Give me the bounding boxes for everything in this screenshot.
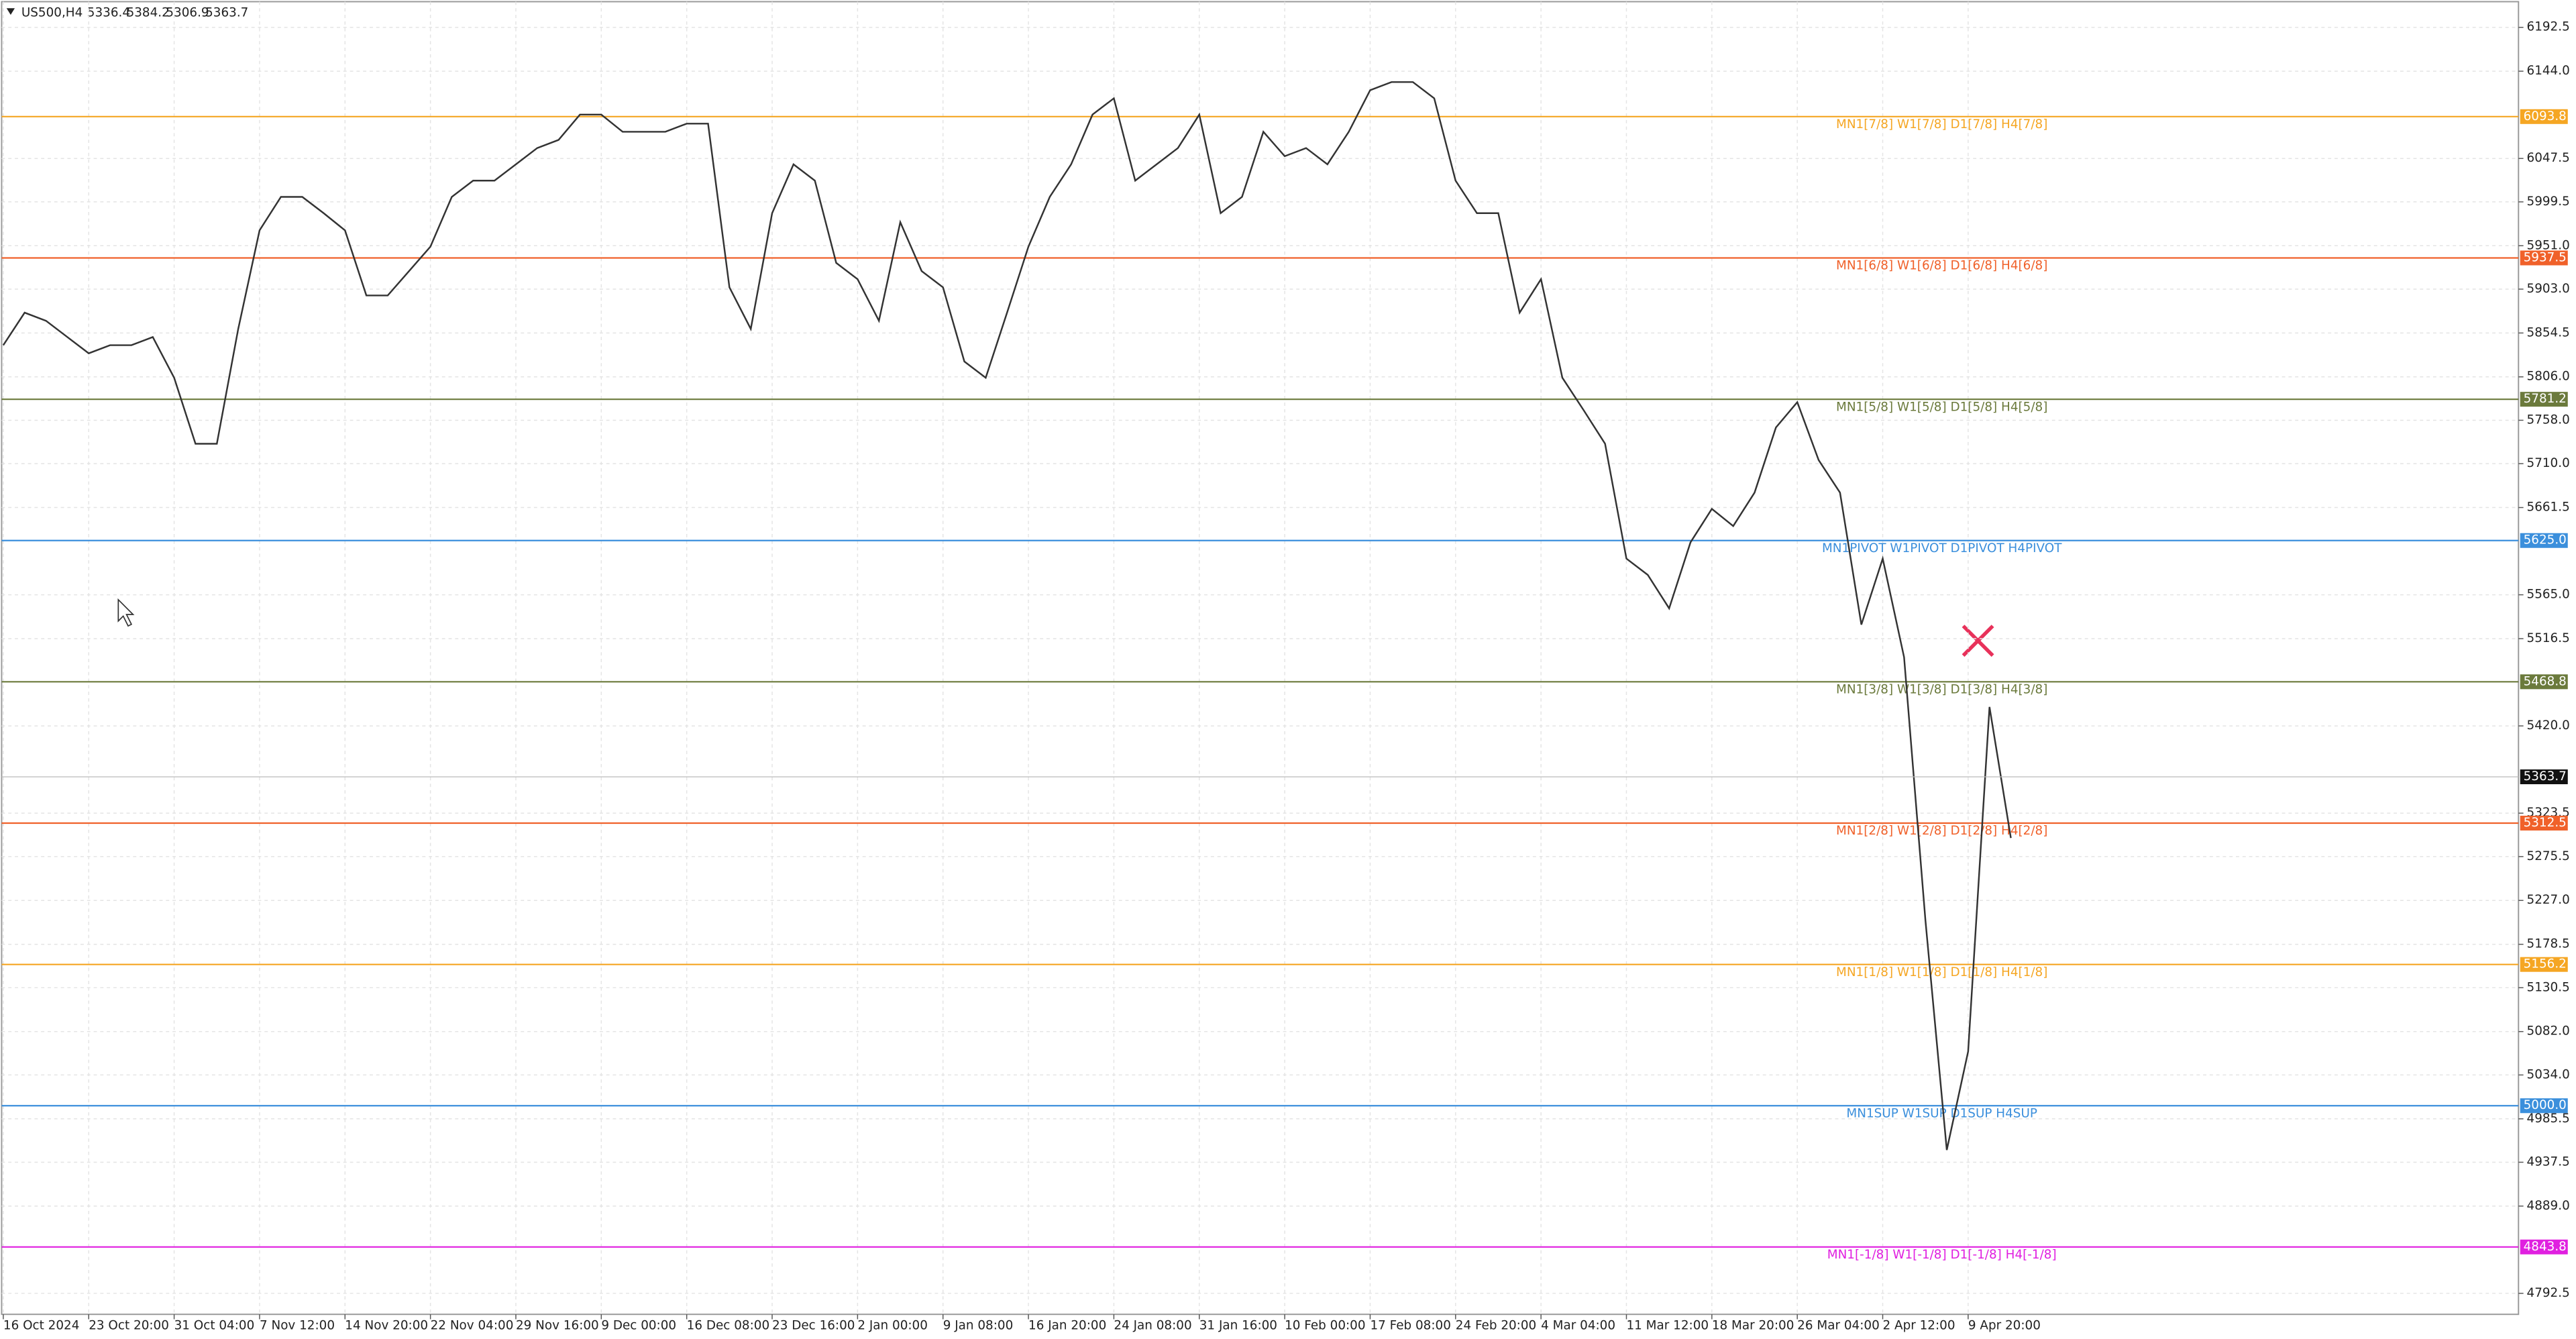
x-tick-label: 4 Mar 04:00 — [1541, 1318, 1615, 1332]
y-tick-label: 6047.5 — [2527, 151, 2570, 165]
y-tick-label: 5951.0 — [2527, 238, 2570, 252]
x-tick-label: 9 Jan 08:00 — [943, 1318, 1014, 1332]
current-price-tag — [2520, 769, 2568, 784]
level-name: MN1[2/8] W1[2/8] D1[2/8] H4[2/8] — [1836, 824, 2047, 838]
level-name: MN1[3/8] W1[3/8] D1[3/8] H4[3/8] — [1836, 683, 2047, 697]
x-tick-label: 16 Dec 08:00 — [687, 1318, 769, 1332]
x-tick-label: 2 Apr 12:00 — [1883, 1318, 1955, 1332]
ohlc-value: 5306.9 — [166, 6, 209, 20]
x-tick-label: 2 Jan 00:00 — [857, 1318, 928, 1332]
level-tag — [2520, 109, 2568, 124]
level-name: MN1[-1/8] W1[-1/8] D1[-1/8] H4[-1/8] — [1827, 1248, 2057, 1262]
y-tick-label: 5565.0 — [2527, 588, 2570, 602]
x-tick-label: 16 Jan 20:00 — [1028, 1318, 1106, 1332]
level-name: MN1SUP W1SUP D1SUP H4SUP — [1846, 1106, 2037, 1120]
y-tick-label: 4937.5 — [2527, 1155, 2570, 1169]
y-tick-label: 5275.5 — [2527, 849, 2570, 863]
y-tick-label: 4792.5 — [2527, 1286, 2570, 1300]
x-tick-label: 23 Dec 16:00 — [772, 1318, 855, 1332]
x-tick-label: 22 Nov 04:00 — [431, 1318, 514, 1332]
current-price: 5363.7 — [2524, 769, 2567, 784]
y-tick-label: 5130.5 — [2527, 980, 2570, 994]
plot-frame — [1, 1, 2520, 1316]
y-tick-label: 5806.0 — [2527, 370, 2570, 384]
ohlc-value: 5363.7 — [205, 6, 248, 20]
mouse-cursor — [117, 598, 135, 627]
y-tick-label: 5758.0 — [2527, 413, 2570, 427]
level-price: 5000.0 — [2524, 1098, 2567, 1112]
x-tick-label: 14 Nov 20:00 — [345, 1318, 428, 1332]
y-tick-label: 5178.5 — [2527, 937, 2570, 951]
x-tick-label: 31 Oct 04:00 — [174, 1318, 255, 1332]
price-line — [2, 81, 2012, 1150]
level-tag — [2520, 533, 2568, 548]
y-tick-label: 5903.0 — [2527, 282, 2570, 296]
y-tick-label: 5082.0 — [2527, 1024, 2570, 1038]
x-tick-label: 29 Nov 16:00 — [516, 1318, 599, 1332]
level-tag — [2520, 392, 2568, 407]
symbol: US500,H4 — [21, 6, 83, 20]
level-name: MN1[5/8] W1[5/8] D1[5/8] H4[5/8] — [1836, 400, 2047, 414]
level-price: 5468.8 — [2524, 674, 2567, 688]
y-tick-label: 5420.0 — [2527, 718, 2570, 733]
level-name: MN1[1/8] W1[1/8] D1[1/8] H4[1/8] — [1836, 965, 2047, 979]
x-tick-label: 16 Oct 2024 — [3, 1318, 80, 1332]
x-tick-label: 9 Apr 20:00 — [1968, 1318, 2041, 1332]
ohlc-value: 5336.4 — [87, 6, 130, 20]
x-tick-label: 10 Feb 00:00 — [1285, 1318, 1365, 1332]
menu-triangle[interactable] — [6, 8, 15, 15]
level-price: 5312.5 — [2524, 816, 2567, 830]
level-price: 5156.2 — [2524, 957, 2567, 971]
level-tag — [2520, 1239, 2568, 1254]
x-tick-label: 9 Dec 00:00 — [601, 1318, 676, 1332]
x-tick-label: 7 Nov 12:00 — [260, 1318, 335, 1332]
sell-marker — [1962, 625, 1994, 657]
ohlc-value: 5384.2 — [127, 6, 170, 20]
level-tag — [2520, 815, 2568, 831]
y-tick-label: 5034.0 — [2527, 1067, 2570, 1081]
y-tick-label: 5854.5 — [2527, 325, 2570, 339]
y-tick-label: 5227.0 — [2527, 893, 2570, 907]
y-tick-label: 5516.5 — [2527, 631, 2570, 645]
x-tick-label: 23 Oct 20:00 — [89, 1318, 169, 1332]
y-tick-label: 5661.5 — [2527, 500, 2570, 515]
level-price: 5937.5 — [2524, 250, 2567, 264]
y-tick-label: 5710.0 — [2527, 456, 2570, 470]
y-tick-label: 4889.0 — [2527, 1199, 2570, 1213]
y-tick-label: 6144.0 — [2527, 64, 2570, 78]
x-tick-label: 11 Mar 12:00 — [1626, 1318, 1709, 1332]
level-name: MN1[7/8] W1[7/8] D1[7/8] H4[7/8] — [1836, 117, 2047, 131]
x-tick-label: 24 Jan 08:00 — [1114, 1318, 1191, 1332]
level-tag — [2520, 250, 2568, 266]
level-tag — [2520, 1098, 2568, 1114]
x-tick-label: 31 Jan 16:00 — [1199, 1318, 1277, 1332]
level-price: 5625.0 — [2524, 533, 2567, 547]
level-name: MN1[6/8] W1[6/8] D1[6/8] H4[6/8] — [1836, 259, 2047, 273]
level-price: 5781.2 — [2524, 392, 2567, 406]
y-tick-label: 6192.5 — [2527, 20, 2570, 34]
level-tag — [2520, 674, 2568, 690]
level-name: MN1PIVOT W1PIVOT D1PIVOT H4PIVOT — [1822, 541, 2062, 555]
x-tick-label: 18 Mar 20:00 — [1712, 1318, 1794, 1332]
level-price: 6093.8 — [2524, 109, 2567, 123]
level-tag — [2520, 957, 2568, 972]
x-tick-label: 24 Feb 20:00 — [1456, 1318, 1536, 1332]
level-price: 4843.8 — [2524, 1240, 2567, 1254]
x-tick-label: 17 Feb 08:00 — [1370, 1318, 1450, 1332]
x-tick-label: 26 Mar 04:00 — [1797, 1318, 1880, 1332]
y-tick-label: 4985.5 — [2527, 1112, 2570, 1126]
y-tick-label: 5999.5 — [2527, 195, 2570, 209]
